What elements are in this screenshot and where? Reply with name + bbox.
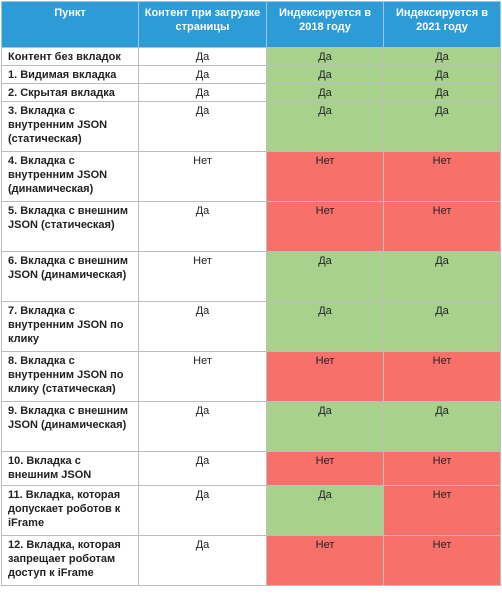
row-item-label: 6. Вкладка с внешним JSON (динамическая): [1, 251, 139, 302]
table-row: 11. Вкладка, которая допускает роботов к…: [1, 485, 501, 536]
row-item-label: 7. Вкладка с внутренним JSON по клику: [1, 301, 139, 352]
row-item-label: Контент без вкладок: [1, 47, 139, 66]
row-2021-value: Нет: [383, 485, 501, 536]
row-2018-value: Нет: [266, 351, 384, 402]
indexing-table: Пункт Контент при загрузке страницы Инде…: [1, 1, 501, 586]
row-on-load-value: Да: [138, 47, 267, 66]
row-on-load-value: Да: [138, 401, 267, 452]
row-2021-value: Да: [383, 301, 501, 352]
row-2021-value: Да: [383, 47, 501, 66]
header-item: Пункт: [1, 1, 139, 48]
table-row: 9. Вкладка с внешним JSON (динамическая)…: [1, 401, 501, 452]
row-2021-value: Нет: [383, 151, 501, 202]
row-2018-value: Да: [266, 83, 384, 102]
header-indexed-2021: Индексируется в 2021 году: [383, 1, 501, 48]
row-2021-value: Да: [383, 401, 501, 452]
row-on-load-value: Нет: [138, 251, 267, 302]
row-item-label: 3. Вкладка с внутренним JSON (статическа…: [1, 101, 139, 152]
table-row: 7. Вкладка с внутренним JSON по клику Да…: [1, 301, 501, 352]
row-on-load-value: Да: [138, 535, 267, 586]
row-on-load-value: Да: [138, 65, 267, 84]
row-2021-value: Нет: [383, 451, 501, 486]
header-content-on-load: Контент при загрузке страницы: [138, 1, 267, 48]
row-2018-value: Нет: [266, 201, 384, 252]
row-2021-value: Да: [383, 65, 501, 84]
table-row: 5. Вкладка с внешним JSON (статическая) …: [1, 201, 501, 252]
row-2018-value: Нет: [266, 535, 384, 586]
row-item-label: 1. Видимая вкладка: [1, 65, 139, 84]
row-2021-value: Да: [383, 251, 501, 302]
row-on-load-value: Да: [138, 301, 267, 352]
row-2021-value: Да: [383, 83, 501, 102]
row-2018-value: Да: [266, 251, 384, 302]
table-row: Контент без вкладок Да Да Да: [1, 47, 501, 66]
table-row: 8. Вкладка с внутренним JSON по клику (с…: [1, 351, 501, 402]
row-item-label: 11. Вкладка, которая допускает роботов к…: [1, 485, 139, 536]
row-2018-value: Нет: [266, 451, 384, 486]
row-2018-value: Да: [266, 485, 384, 536]
row-2018-value: Да: [266, 101, 384, 152]
row-2018-value: Да: [266, 65, 384, 84]
table-row: 10. Вкладка с внешним JSON Да Нет Нет: [1, 451, 501, 486]
table-row: 3. Вкладка с внутренним JSON (статическа…: [1, 101, 501, 152]
row-item-label: 5. Вкладка с внешним JSON (статическая): [1, 201, 139, 252]
row-2018-value: Да: [266, 301, 384, 352]
row-on-load-value: Нет: [138, 351, 267, 402]
row-2018-value: Нет: [266, 151, 384, 202]
row-2021-value: Нет: [383, 201, 501, 252]
table-row: 6. Вкладка с внешним JSON (динамическая)…: [1, 251, 501, 302]
row-on-load-value: Да: [138, 485, 267, 536]
row-item-label: 9. Вкладка с внешним JSON (динамическая): [1, 401, 139, 452]
row-on-load-value: Да: [138, 101, 267, 152]
row-item-label: 4. Вкладка с внутренним JSON (динамическ…: [1, 151, 139, 202]
row-2018-value: Да: [266, 401, 384, 452]
table-header: Пункт Контент при загрузке страницы Инде…: [1, 1, 501, 48]
table-body: Контент без вкладок Да Да Да 1. Видимая …: [1, 47, 501, 586]
row-2021-value: Да: [383, 101, 501, 152]
row-2018-value: Да: [266, 47, 384, 66]
row-item-label: 8. Вкладка с внутренним JSON по клику (с…: [1, 351, 139, 402]
row-2021-value: Нет: [383, 351, 501, 402]
table-row: 12. Вкладка, которая запрещает роботам д…: [1, 535, 501, 586]
row-on-load-value: Да: [138, 83, 267, 102]
header-indexed-2018: Индексируется в 2018 году: [266, 1, 384, 48]
row-2021-value: Нет: [383, 535, 501, 586]
row-item-label: 10. Вкладка с внешним JSON: [1, 451, 139, 486]
row-on-load-value: Да: [138, 201, 267, 252]
table-row: 4. Вкладка с внутренним JSON (динамическ…: [1, 151, 501, 202]
row-item-label: 2. Скрытая вкладка: [1, 83, 139, 102]
table-row: 1. Видимая вкладка Да Да Да: [1, 65, 501, 84]
header-row: Пункт Контент при загрузке страницы Инде…: [1, 1, 501, 48]
row-on-load-value: Нет: [138, 151, 267, 202]
row-item-label: 12. Вкладка, которая запрещает роботам д…: [1, 535, 139, 586]
table-row: 2. Скрытая вкладка Да Да Да: [1, 83, 501, 102]
row-on-load-value: Да: [138, 451, 267, 486]
